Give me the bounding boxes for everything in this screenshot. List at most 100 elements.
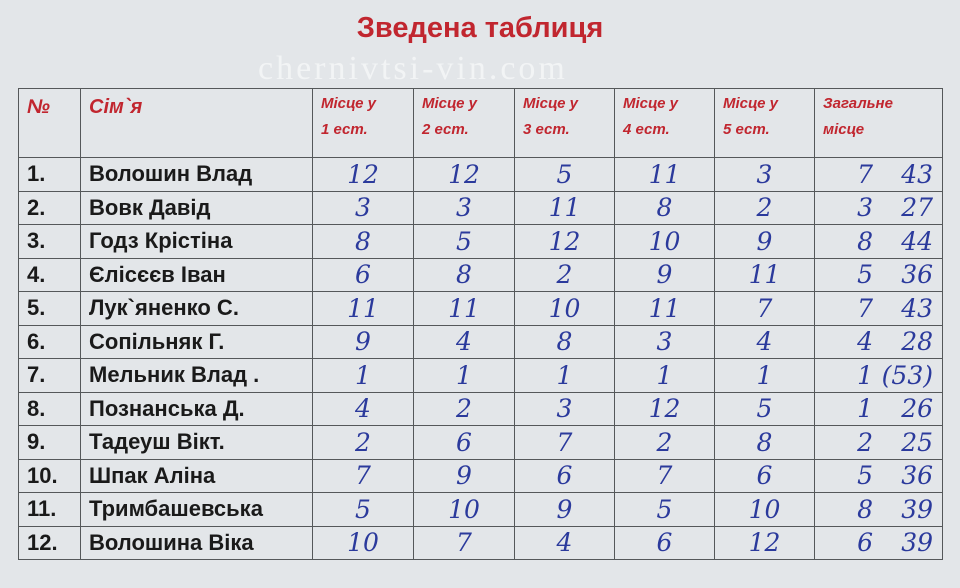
round-2-place: 10 xyxy=(413,492,515,527)
score-sum: 36 xyxy=(901,260,933,290)
round-3-place: 2 xyxy=(514,257,615,292)
row-number: 10. xyxy=(18,458,81,493)
round-3-place: 11 xyxy=(514,190,615,225)
score-sum: 39 xyxy=(901,528,933,558)
row-number: 12. xyxy=(18,525,81,560)
overall-place: 3 xyxy=(857,193,873,223)
round-4-place: 1 xyxy=(614,358,715,393)
overall-place: 5 xyxy=(857,461,873,491)
total-cell: 4 28 xyxy=(814,324,943,359)
overall-place: 1 xyxy=(857,360,873,390)
overall-place: 2 xyxy=(857,427,873,457)
round-2-place: 5 xyxy=(413,224,515,259)
round-5-place: 1 xyxy=(714,358,815,393)
score-sum: 25 xyxy=(901,427,933,457)
header-family: Сім`я xyxy=(80,88,313,158)
row-number: 1. xyxy=(18,157,81,192)
page-title: Зведена таблиця xyxy=(356,12,604,44)
round-4-place: 9 xyxy=(614,257,715,292)
total-cell: 5 36 xyxy=(814,458,943,493)
round-1-place: 7 xyxy=(312,458,414,493)
family-name: Єлісєєв Іван xyxy=(80,257,313,292)
total-cell: 3 27 xyxy=(814,190,943,225)
header-line1: Місце у xyxy=(422,95,477,112)
header-row: № Сім`я Місце у 1 ест. Місце у 2 ест. Місц… xyxy=(18,88,943,158)
overall-place: 8 xyxy=(857,226,873,256)
total-cell: 1 (53) xyxy=(814,358,943,393)
table-row: 6. Сопільняк Г. 9 4 8 3 4 4 28 xyxy=(18,324,943,359)
row-number: 11. xyxy=(18,492,81,527)
round-4-place: 10 xyxy=(614,224,715,259)
watermark: chernivtsi-vin.com xyxy=(258,50,568,87)
round-2-place: 7 xyxy=(413,525,515,560)
round-4-place: 11 xyxy=(614,291,715,326)
table-row: 2. Вовк Давід 3 3 11 8 2 3 27 xyxy=(18,190,943,225)
round-5-place: 2 xyxy=(714,190,815,225)
round-4-place: 7 xyxy=(614,458,715,493)
round-1-place: 3 xyxy=(312,190,414,225)
round-3-place: 8 xyxy=(514,324,615,359)
round-1-place: 12 xyxy=(312,157,414,192)
header-total: Загальне місце xyxy=(814,88,943,158)
header-line1: Місце у xyxy=(523,95,578,112)
round-2-place: 1 xyxy=(413,358,515,393)
header-line2: 1 ест. xyxy=(321,121,368,138)
round-2-place: 4 xyxy=(413,324,515,359)
overall-place: 1 xyxy=(857,394,873,424)
round-4-place: 3 xyxy=(614,324,715,359)
table-row: 5. Лук`яненко С. 11 11 10 11 7 7 43 xyxy=(18,291,943,326)
round-2-place: 6 xyxy=(413,425,515,460)
round-5-place: 9 xyxy=(714,224,815,259)
table-row: 4. Єлісєєв Іван 6 8 2 9 11 5 36 xyxy=(18,257,943,292)
row-number: 3. xyxy=(18,224,81,259)
round-2-place: 2 xyxy=(413,391,515,426)
total-cell: 5 36 xyxy=(814,257,943,292)
row-number: 9. xyxy=(18,425,81,460)
family-name: Годз Крістіна xyxy=(80,224,313,259)
round-2-place: 8 xyxy=(413,257,515,292)
family-name: Волошина Віка xyxy=(80,525,313,560)
round-4-place: 6 xyxy=(614,525,715,560)
total-cell: 7 43 xyxy=(814,157,943,192)
family-name: Шпак Аліна xyxy=(80,458,313,493)
table-row: 1. Волошин Влад 12 12 5 11 3 7 43 xyxy=(18,157,943,192)
table-row: 11. Тримбашевська 5 10 9 5 10 8 39 xyxy=(18,492,943,527)
table-row: 9. Тадеуш Вікт. 2 6 7 2 8 2 25 xyxy=(18,425,943,460)
round-2-place: 9 xyxy=(413,458,515,493)
round-3-place: 1 xyxy=(514,358,615,393)
score-sum: (53) xyxy=(881,360,933,390)
summary-table: № Сім`я Місце у 1 ест. Місце у 2 ест. Місц… xyxy=(18,88,943,560)
round-1-place: 5 xyxy=(312,492,414,527)
overall-place: 7 xyxy=(857,159,873,189)
round-4-place: 8 xyxy=(614,190,715,225)
round-2-place: 11 xyxy=(413,291,515,326)
row-number: 7. xyxy=(18,358,81,393)
header-line1: Місце у xyxy=(723,95,778,112)
score-sum: 28 xyxy=(901,327,933,357)
header-line2: 2 ест. xyxy=(422,121,469,138)
total-cell: 6 39 xyxy=(814,525,943,560)
total-cell: 8 39 xyxy=(814,492,943,527)
round-5-place: 3 xyxy=(714,157,815,192)
header-line2: 3 ест. xyxy=(523,121,570,138)
row-number: 8. xyxy=(18,391,81,426)
round-5-place: 11 xyxy=(714,257,815,292)
round-5-place: 10 xyxy=(714,492,815,527)
header-round-2: Місце у 2 ест. xyxy=(413,88,515,158)
header-line1: Місце у xyxy=(623,95,678,112)
round-4-place: 11 xyxy=(614,157,715,192)
table-row: 7. Мельник Влад . 1 1 1 1 1 1 (53) xyxy=(18,358,943,393)
family-name: Тадеуш Вікт. xyxy=(80,425,313,460)
score-sum: 39 xyxy=(901,494,933,524)
header-line2: 4 ест. xyxy=(623,121,670,138)
family-name: Мельник Влад . xyxy=(80,358,313,393)
header-line2: 5 ест. xyxy=(723,121,770,138)
round-1-place: 8 xyxy=(312,224,414,259)
family-name: Вовк Давід xyxy=(80,190,313,225)
total-cell: 1 26 xyxy=(814,391,943,426)
overall-place: 8 xyxy=(857,494,873,524)
round-1-place: 2 xyxy=(312,425,414,460)
row-number: 5. xyxy=(18,291,81,326)
round-4-place: 12 xyxy=(614,391,715,426)
family-name: Волошин Влад xyxy=(80,157,313,192)
